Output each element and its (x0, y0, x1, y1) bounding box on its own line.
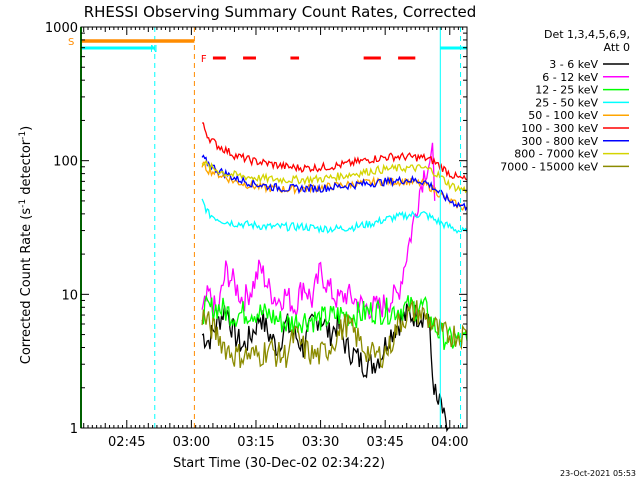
series-line-100-300-kev (202, 122, 468, 181)
x-tick-label: 03:15 (237, 435, 274, 450)
footer-timestamp: 23-Oct-2021 05:53 (560, 469, 636, 478)
legend-label: 6 - 12 keV (542, 71, 598, 84)
legend-label: 25 - 50 keV (535, 96, 598, 109)
x-tick-label: 02:45 (108, 435, 145, 450)
legend-label: 50 - 100 keV (528, 109, 598, 122)
x-tick-label: 03:30 (302, 435, 339, 450)
x-axis-label: Start Time (30-Dec-02 02:34:22) (173, 456, 385, 471)
y-tick-label: 1000 (45, 21, 78, 36)
legend-label: 7000 - 15000 keV (500, 160, 598, 173)
x-tick-label: 03:00 (173, 435, 210, 450)
y-tick-label: 1 (70, 422, 78, 437)
flag-label-n: N (150, 44, 157, 55)
legend-header-attenuator: Att 0 (604, 41, 630, 54)
x-tick-label: 04:00 (431, 435, 468, 450)
legend-header-detectors: Det 1,3,4,5,6,9, (544, 28, 630, 41)
series-line-7000-15000-kev (201, 299, 468, 369)
series-line-300-800-kev (201, 154, 468, 212)
series-line-6-12-kev (201, 142, 436, 320)
chart-title: RHESSI Observing Summary Count Rates, Co… (84, 3, 477, 21)
legend-label: 800 - 7000 keV (514, 148, 598, 161)
plot-frame (80, 26, 468, 429)
series-line-25-50-kev (201, 198, 468, 234)
legend-label: 300 - 800 keV (521, 135, 598, 148)
x-tick-label: 03:45 (366, 435, 403, 450)
legend-label: 3 - 6 keV (549, 58, 598, 71)
y-axis-label: Corrected Count Rate (s-1 detector-1) (18, 126, 34, 364)
flag-label-s: S (68, 37, 74, 48)
axes: 1 10 100 1000 02:45 03:00 03:15 03:30 03:45 04:00 (45, 21, 469, 450)
legend-label: 12 - 25 keV (535, 84, 598, 97)
flag-label-f: F (201, 54, 207, 65)
series-line-800-7000-kev (201, 159, 468, 194)
series-line-12-25-kev (201, 294, 468, 351)
y-tick-label: 100 (53, 155, 78, 170)
y-tick-label: 10 (61, 288, 78, 303)
legend-label: 100 - 300 keV (521, 122, 598, 135)
plot-area: S N F (68, 27, 468, 433)
